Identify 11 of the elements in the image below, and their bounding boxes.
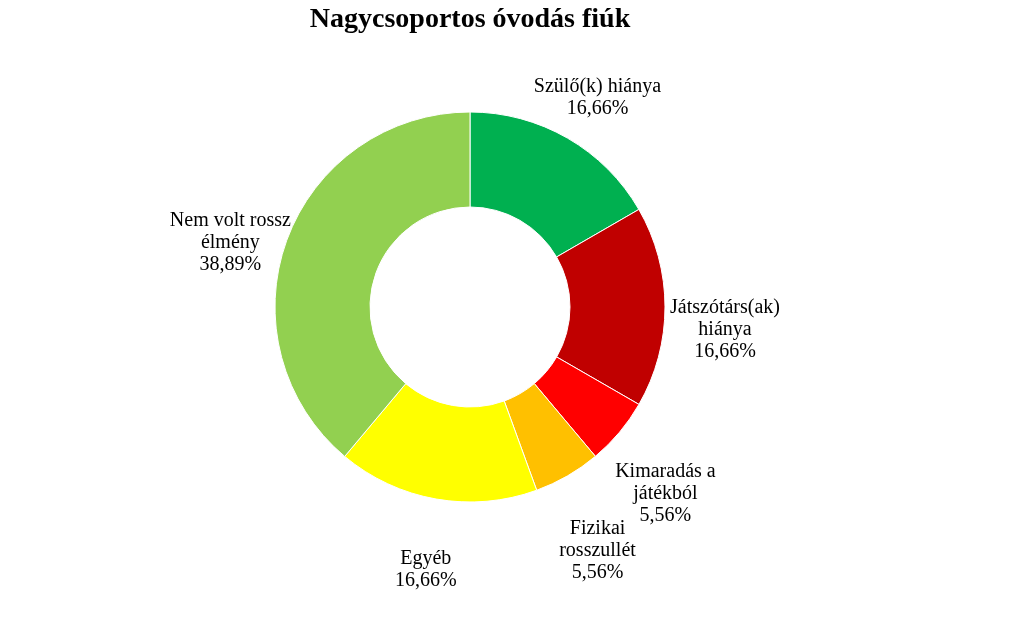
slice-label: Szülő(k) hiánya (533, 74, 662, 98)
data-label: 5,56% (571, 559, 624, 582)
data-label: 16,66% (394, 568, 457, 591)
slice-label: Játszótárs(ak) hiánya (670, 294, 780, 340)
slice-label: Kimaradás a játékból (615, 458, 716, 504)
data-label: 16,66% (566, 96, 629, 119)
slice-label: Egyéb (400, 546, 452, 570)
slice-label: Nem volt rossz élmény (169, 207, 292, 253)
chart-title: Nagycsoportos óvodás fiúk (309, 2, 631, 33)
data-label: 5,56% (639, 502, 692, 525)
slice-label: Fizikai rosszullét (559, 515, 637, 560)
